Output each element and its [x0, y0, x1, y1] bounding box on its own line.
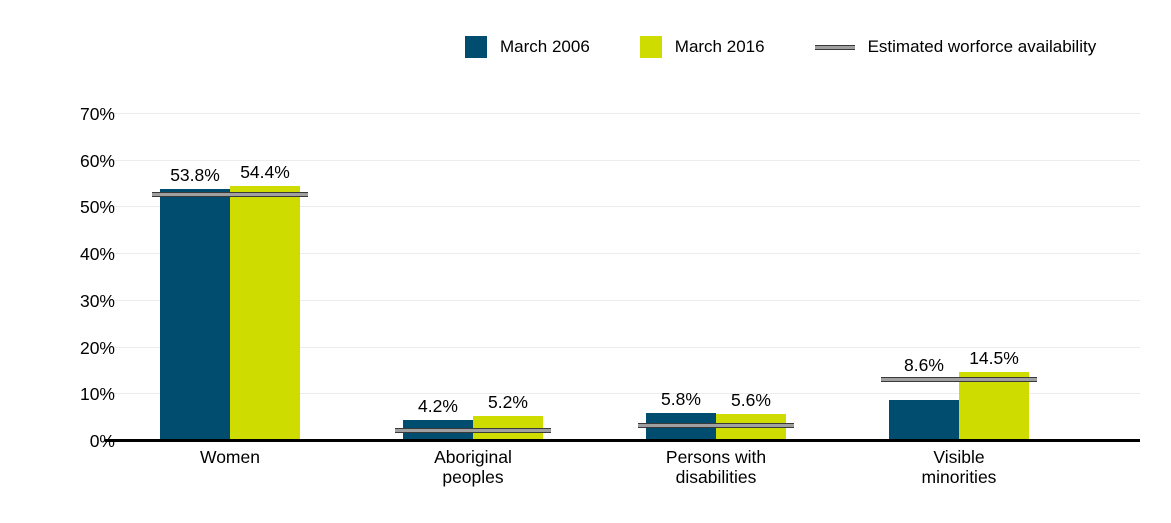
legend-label-estimated-availability: Estimated worforce availability	[867, 37, 1097, 56]
y-axis-tick-0: 0%	[89, 431, 115, 451]
value-label-march-2006-women: 53.8%	[170, 164, 220, 185]
gridline-10	[105, 393, 1140, 395]
estimated-availability-line-aboriginal-peoples	[395, 428, 551, 434]
bar-march-2016-women	[230, 185, 300, 440]
legend-item-estimated-availability: Estimated worforce availability	[814, 36, 1097, 58]
value-label-march-2016-aboriginal-peoples: 5.2%	[488, 391, 528, 412]
value-label-march-2006-visible-minorities: 8.6%	[904, 355, 944, 376]
legend: March 2006 March 2016 Estimated worforce…	[465, 36, 1096, 58]
category-label-women: Women	[200, 447, 260, 467]
bar-march-2016-visible-minorities	[959, 372, 1029, 440]
y-axis-tick-20: 20%	[79, 337, 115, 358]
legend-label-march-2016: March 2016	[674, 37, 765, 56]
x-axis-line	[105, 438, 1140, 442]
y-axis-tick-40: 40%	[79, 244, 115, 265]
gridline-50	[105, 206, 1140, 208]
legend-label-march-2006: March 2006	[500, 37, 590, 56]
value-label-march-2006-aboriginal-peoples: 4.2%	[418, 396, 458, 417]
value-label-march-2016-visible-minorities: 14.5%	[969, 348, 1019, 369]
y-axis-tick-60: 60%	[79, 150, 115, 171]
legend-item-march-2006: March 2006	[465, 36, 590, 58]
estimated-availability-line-persons-with-disabilities	[638, 423, 794, 429]
legend-swatch-march-2016-icon	[639, 36, 662, 58]
value-label-march-2006-persons-with-disabilities: 5.8%	[661, 388, 701, 409]
value-label-march-2016-women: 54.4%	[240, 161, 290, 182]
gridline-60	[105, 159, 1140, 161]
legend-swatch-march-2006-icon	[465, 36, 487, 58]
gridline-40	[105, 253, 1140, 255]
gridline-20	[105, 346, 1140, 348]
category-label-persons-with-disabilities: Persons with disabilities	[665, 447, 767, 487]
gridline-70	[105, 113, 1140, 114]
bar-march-2006-visible-minorities	[889, 399, 959, 440]
bar-march-2006-women	[160, 188, 230, 440]
y-axis-tick-10: 10%	[79, 384, 115, 405]
y-axis-tick-50: 50%	[79, 197, 115, 218]
category-label-visible-minorities: Visible minorities	[921, 447, 997, 487]
value-label-march-2016-persons-with-disabilities: 5.6%	[731, 389, 771, 410]
estimated-availability-line-women	[152, 192, 308, 198]
legend-item-march-2016: March 2016	[639, 36, 765, 58]
gridline-30	[105, 299, 1140, 301]
bar-march-2016-aboriginal-peoples	[473, 415, 543, 440]
y-axis-tick-70: 70%	[79, 104, 115, 124]
category-label-aboriginal-peoples: Aboriginal peoples	[434, 447, 512, 487]
y-axis-tick-30: 30%	[79, 290, 115, 311]
legend-line-swatch-icon	[814, 44, 855, 50]
estimated-availability-line-visible-minorities	[881, 376, 1037, 382]
